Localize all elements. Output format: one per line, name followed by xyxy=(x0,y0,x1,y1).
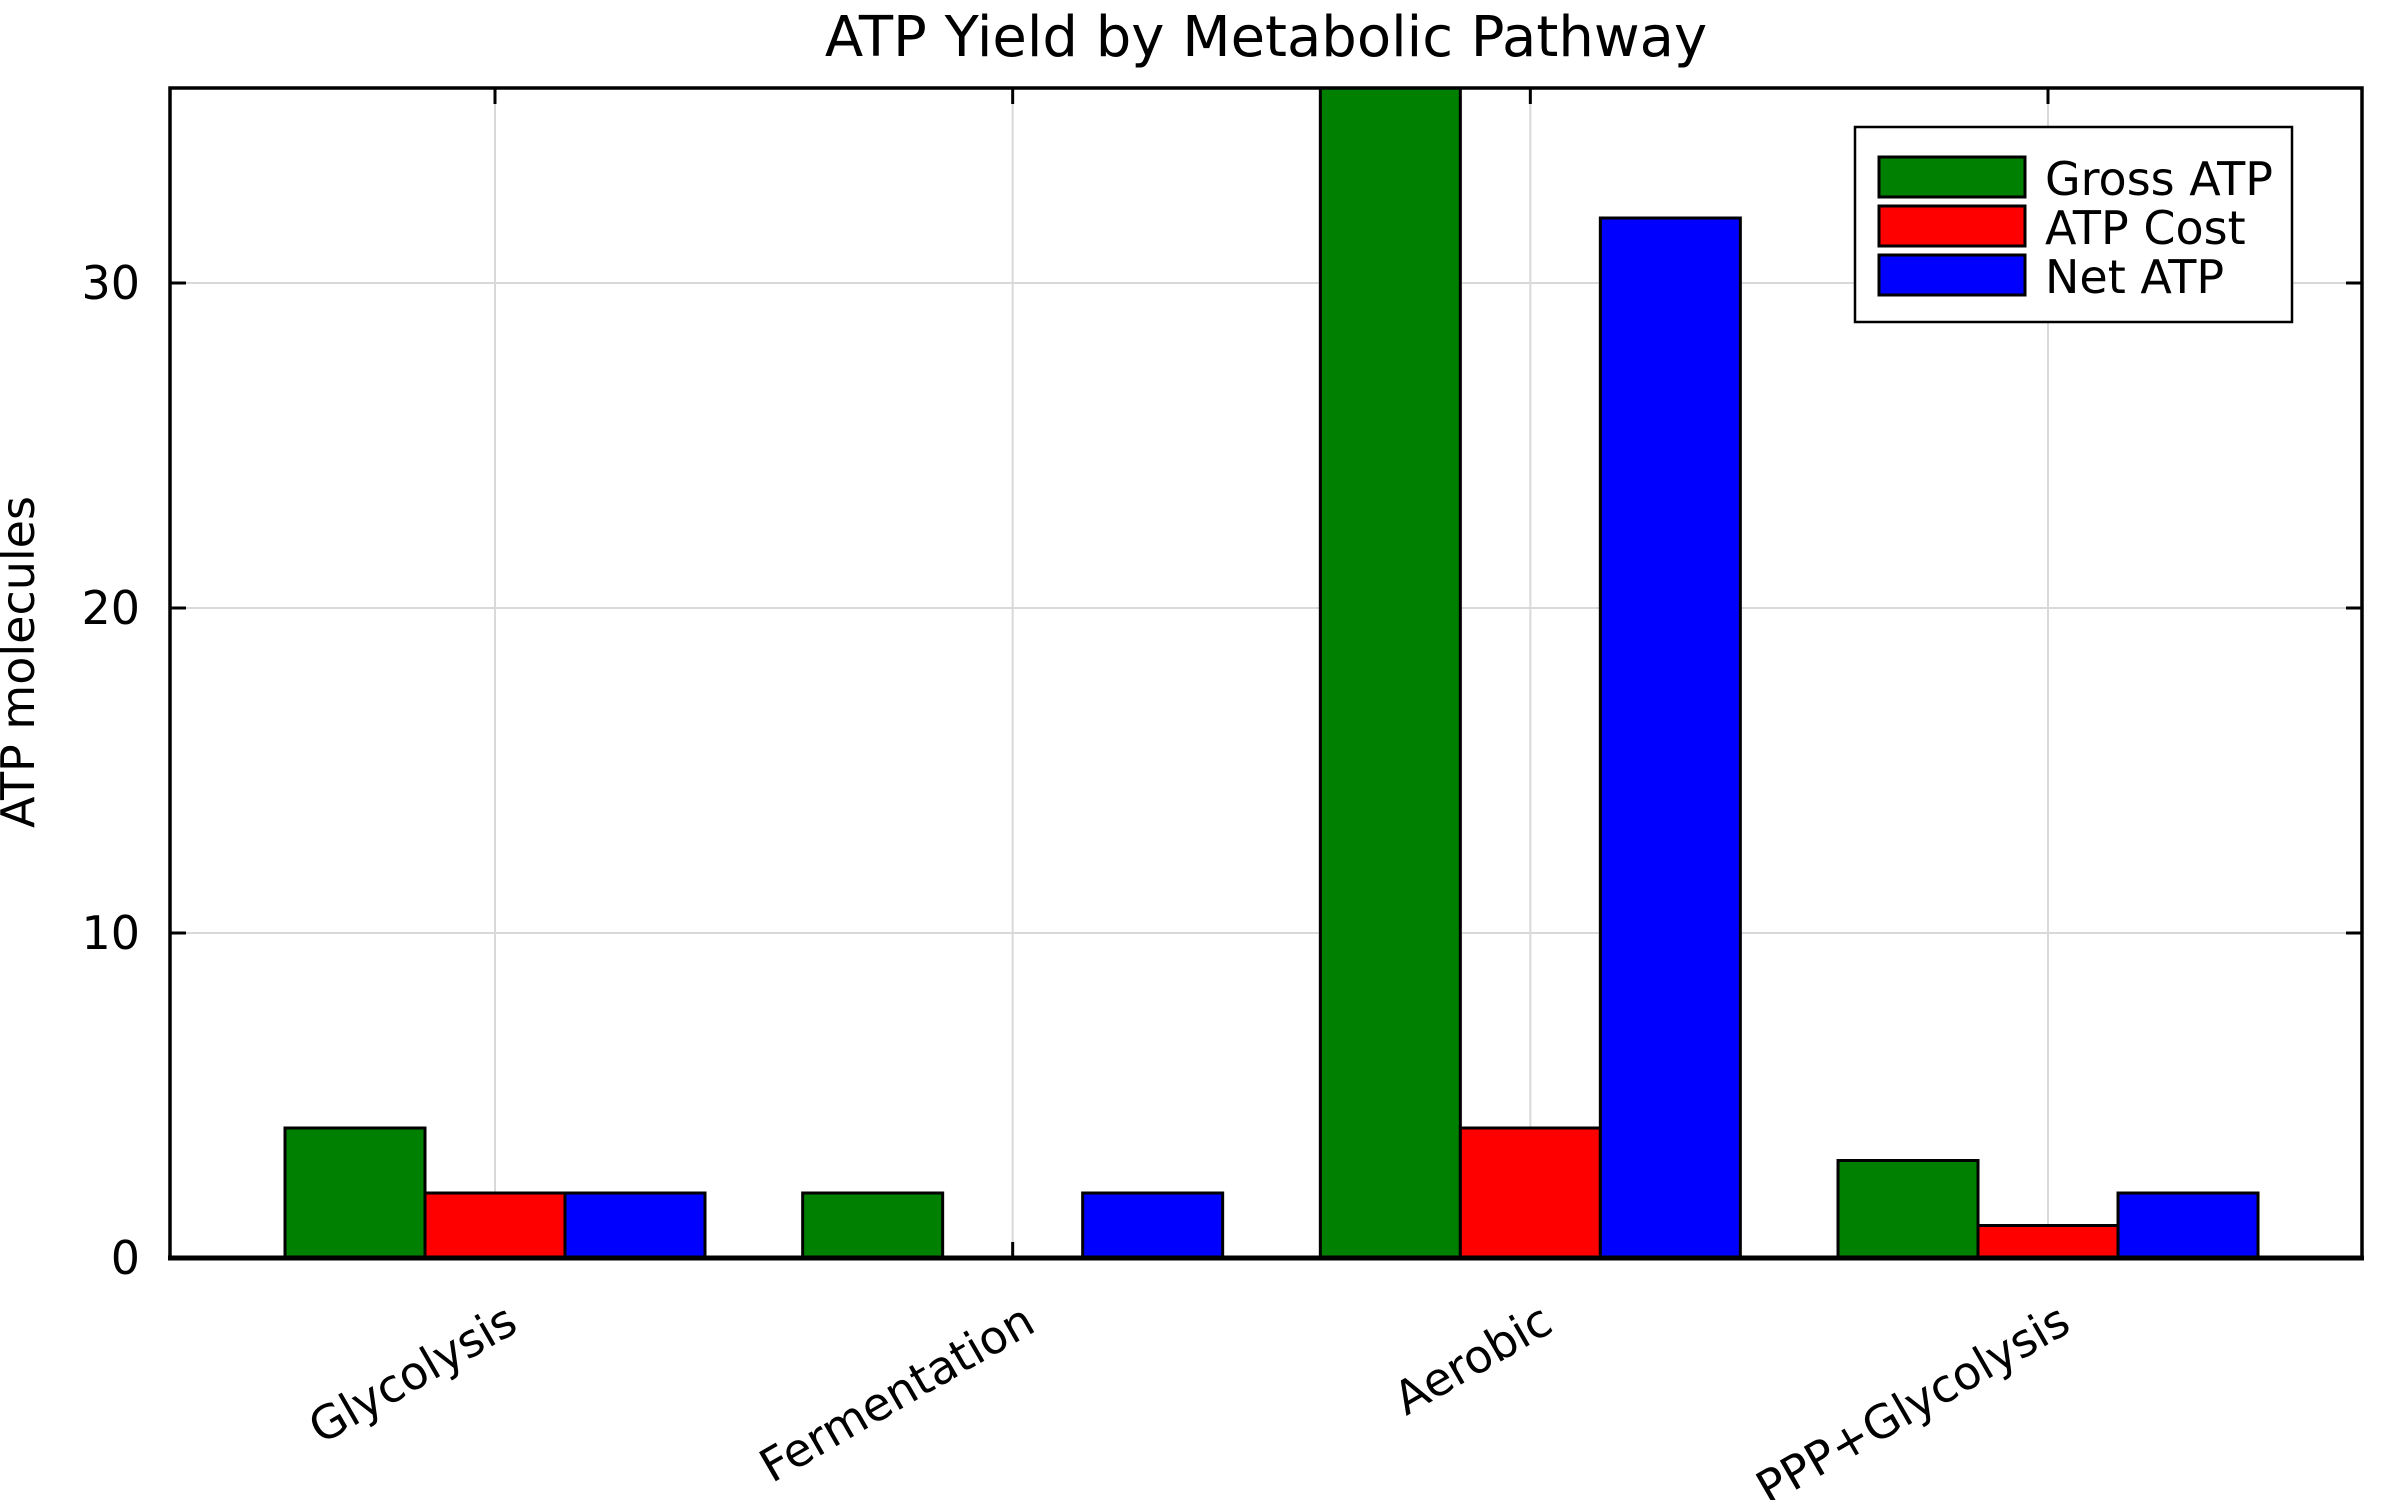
bar-gross-atp-glycolysis xyxy=(283,1126,427,1260)
legend-label-atp-cost: ATP Cost xyxy=(2045,201,2246,255)
bar-atp-cost-glycolysis xyxy=(423,1191,567,1260)
bar-net-atp-ppp-glycolysis xyxy=(2116,1191,2260,1260)
bar-net-atp-glycolysis xyxy=(563,1191,707,1260)
y-tick-label-10: 10 xyxy=(81,906,140,960)
legend-swatch-gross-atp xyxy=(1877,155,2027,199)
bar-gross-atp-fermentation xyxy=(801,1191,945,1260)
label-layer: ATP Yield by Metabolic Pathway ATP molec… xyxy=(0,5,2079,1504)
x-tick-label-ppp-glycolysis: PPP+Glycolysis xyxy=(1747,1293,2078,1500)
chart-title: ATP Yield by Metabolic Pathway xyxy=(825,5,1707,70)
x-tick-label-glycolysis: Glycolysis xyxy=(299,1293,525,1455)
legend-swatch-atp-cost xyxy=(1877,204,2027,248)
bar-gross-atp-ppp-glycolysis xyxy=(1836,1159,1980,1260)
bar-net-atp-aerobic xyxy=(1598,216,1742,1260)
bar-net-atp-fermentation xyxy=(1081,1191,1225,1260)
bar-atp-cost-aerobic xyxy=(1458,1126,1602,1260)
legend-label-net-atp: Net ATP xyxy=(2045,250,2224,304)
bar-atp-cost-ppp-glycolysis xyxy=(1976,1224,2120,1260)
y-tick-label-20: 20 xyxy=(81,581,140,635)
legend-swatch-net-atp xyxy=(1877,253,2027,297)
x-tick-label-fermentation: Fermentation xyxy=(750,1293,1043,1493)
spine-layer xyxy=(168,86,2364,1261)
y-tick-label-0: 0 xyxy=(111,1231,140,1285)
bar-layer xyxy=(283,86,2260,1260)
y-axis-label: ATP molecules xyxy=(0,496,45,828)
legend-label-gross-atp: Gross ATP xyxy=(2045,152,2273,206)
bar-gross-atp-aerobic xyxy=(1318,86,1462,1260)
x-tick-label-aerobic: Aerobic xyxy=(1385,1293,1561,1426)
y-tick-label-30: 30 xyxy=(81,256,140,310)
